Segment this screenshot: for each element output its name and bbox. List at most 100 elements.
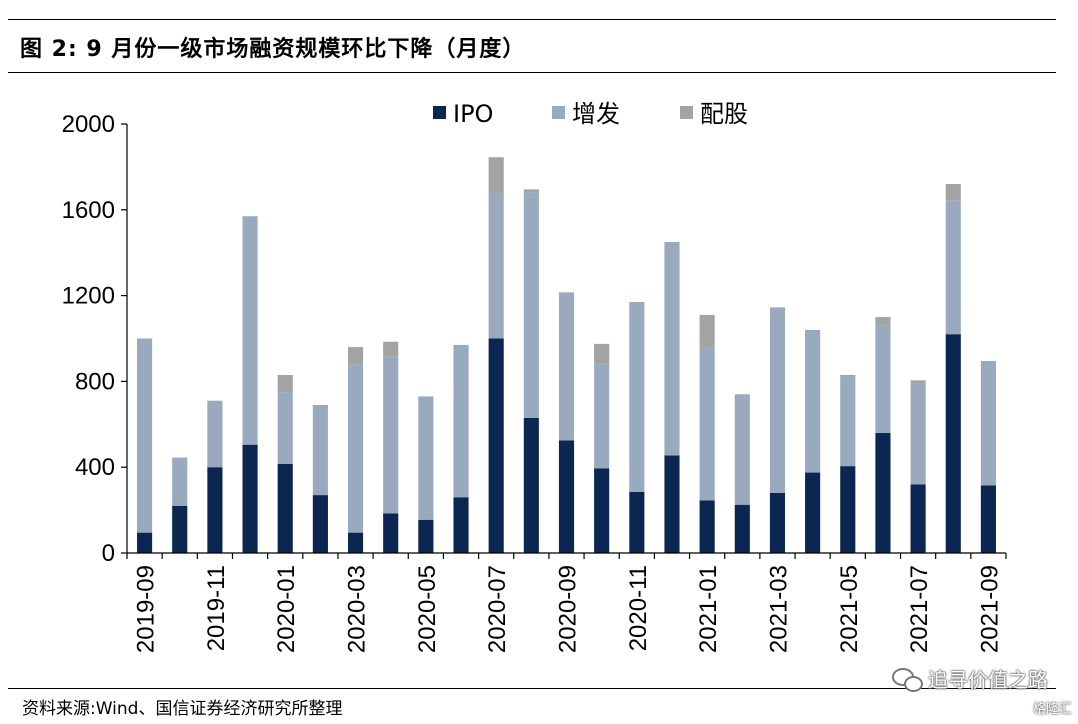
bar-ipo [558, 440, 575, 553]
bar-rights-issue [840, 374, 856, 377]
y-tick-label: 1600 [62, 197, 115, 224]
bar-placement [312, 404, 328, 496]
y-tick-label: 400 [75, 454, 115, 481]
bar-placement [137, 338, 153, 533]
bar-ipo [137, 532, 153, 553]
y-axis: 0 400 800 1200 1600 2000 [62, 111, 128, 567]
bar-ipo [980, 485, 996, 553]
bar-placement [277, 392, 293, 464]
legend-swatch [680, 106, 693, 119]
watermark: 追寻价值之路 [892, 664, 1048, 693]
bar-placement [594, 363, 610, 469]
bar-rights-issue [910, 380, 926, 384]
bar-placement [207, 400, 223, 468]
watermark-badge: 格隆汇 [1032, 702, 1072, 717]
bar-ipo [594, 468, 610, 553]
legend: IPO 增发 配股 [433, 100, 748, 128]
wechat-icon [892, 667, 923, 692]
bars [137, 157, 996, 553]
bar-rights-issue [558, 292, 575, 294]
bar-rights-issue [594, 343, 610, 364]
bar-placement [840, 376, 856, 467]
bar-placement [558, 293, 575, 441]
x-tick-label: 2021-03 [765, 565, 792, 653]
bar-placement [488, 193, 504, 339]
title-rule [8, 72, 1056, 73]
bar-placement [805, 329, 821, 473]
bar-ipo [664, 455, 680, 553]
bar-ipo [805, 472, 821, 553]
x-tick-label: 2019-09 [133, 565, 160, 653]
bar-rights-issue [945, 184, 961, 201]
bar-ipo [734, 504, 750, 553]
bar-ipo [172, 505, 188, 553]
bar-ipo [453, 497, 469, 553]
bar-ipo [840, 466, 856, 553]
bar-placement [734, 394, 750, 505]
bar-placement [418, 396, 434, 520]
bar-ipo [207, 467, 223, 553]
bar-placement [910, 383, 926, 485]
bar-ipo [699, 500, 715, 553]
bar-placement [875, 325, 891, 433]
bar-rights-issue [383, 341, 399, 357]
bar-placement [347, 364, 364, 533]
bar-ipo [242, 444, 258, 553]
legend-label: 增发 [572, 100, 620, 128]
x-tick-label: 2021-07 [906, 565, 933, 653]
x-tick-label: 2020-09 [555, 565, 582, 653]
x-axis: 2019-09 2019-11 2020-01 2020-03 2020-05 2020-… [126, 552, 1007, 653]
bar-placement [523, 192, 539, 418]
bar-placement [629, 302, 645, 492]
bar-ipo [945, 334, 961, 553]
bar-placement [664, 241, 680, 456]
x-tick-label: 2020-11 [625, 565, 652, 651]
bar-ipo [875, 432, 891, 553]
y-tick-label: 800 [75, 368, 115, 395]
x-tick-label: 2020-05 [414, 565, 441, 653]
legend-swatch [552, 106, 565, 119]
bar-rights-issue [523, 189, 539, 193]
bar-placement [453, 344, 469, 498]
x-tick-label: 2019-11 [203, 565, 230, 651]
legend-label: IPO [453, 100, 493, 128]
x-tick-label: 2021-09 [976, 565, 1003, 653]
legend-swatch [433, 106, 446, 119]
bar-placement [769, 307, 786, 493]
bar-placement [242, 216, 258, 445]
bar-ipo [523, 417, 539, 553]
footer-rule [8, 688, 1056, 689]
chart-title: 图 2: 9 月份一级市场融资规模环比下降（月度） [20, 37, 526, 62]
bar-ipo [347, 532, 364, 553]
x-tick-label: 2021-05 [836, 565, 863, 653]
watermark-text: 追寻价值之路 [928, 668, 1048, 692]
bar-ipo [910, 484, 926, 553]
y-tick-label: 0 [102, 540, 115, 567]
x-tick-label: 2021-01 [695, 565, 722, 653]
x-tick-label: 2020-01 [273, 565, 300, 653]
bar-rights-issue [488, 157, 504, 194]
x-tick-label: 2020-07 [484, 565, 511, 653]
bar-rights-issue [347, 347, 364, 365]
bar-placement [172, 457, 188, 506]
x-tick-label: 2020-03 [344, 565, 371, 653]
bar-placement [383, 356, 399, 514]
bar-ipo [418, 519, 434, 553]
bar-rights-issue [277, 374, 293, 393]
bar-placement [945, 200, 961, 335]
source-note: 资料来源:Wind、国信证券经济研究所整理 [22, 699, 343, 719]
bar-rights-issue [875, 317, 891, 326]
legend-label: 配股 [700, 100, 748, 128]
bar-placement [699, 347, 715, 501]
bar-rights-issue [699, 314, 715, 348]
bar-ipo [488, 338, 504, 553]
top-rule [8, 19, 1056, 20]
bar-ipo [312, 495, 328, 553]
bar-ipo [277, 463, 293, 553]
bar-ipo [383, 513, 399, 553]
bar-ipo [629, 491, 645, 553]
y-tick-label: 1200 [62, 283, 115, 310]
bar-ipo [769, 492, 786, 553]
bar-placement [980, 361, 996, 486]
